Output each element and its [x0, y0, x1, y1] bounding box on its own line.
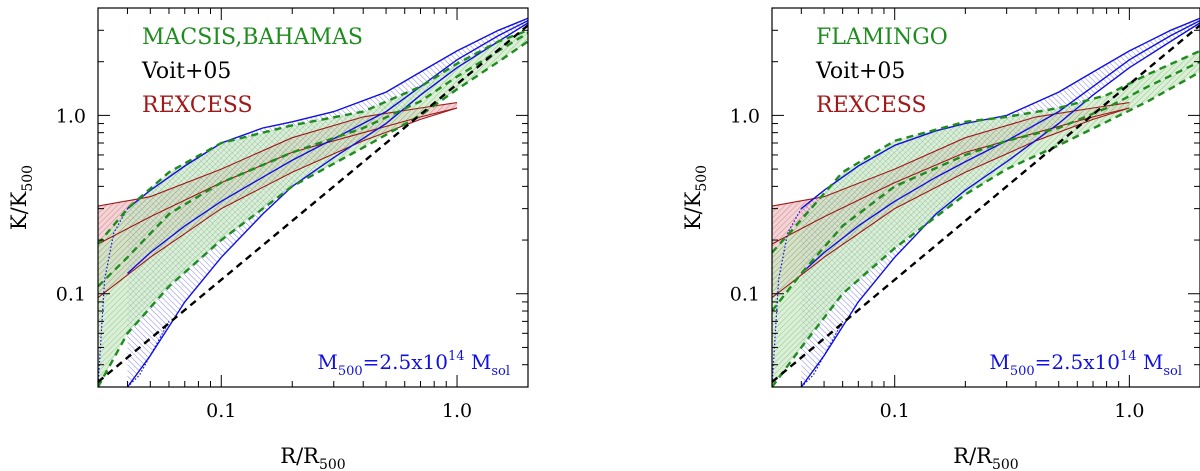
- mass-median-line: [127, 19, 528, 274]
- legend-entry: REXCESS: [142, 93, 253, 118]
- rexcess-upper-line: [98, 102, 458, 207]
- legend-entry: Voit+05: [141, 59, 231, 84]
- x-tick-label: 1.0: [1114, 400, 1144, 422]
- plot-area: [98, 17, 528, 387]
- plot-area: [772, 17, 1200, 387]
- axes-frame: [97, 7, 529, 388]
- simulation-lower-line: [772, 70, 1200, 387]
- rexcess-lower-line: [98, 107, 458, 299]
- mass-outer-dotted-line: [800, 321, 844, 387]
- voit-baseline-line: [98, 24, 528, 383]
- mass-median-line: [800, 19, 1200, 274]
- rexcess-median-line: [772, 107, 1130, 245]
- x-tick-label: 1.0: [442, 400, 472, 422]
- voit-baseline-line: [772, 24, 1200, 383]
- legend-entry: MACSIS,BAHAMAS: [142, 25, 363, 50]
- simulation-median-line: [772, 60, 1200, 312]
- panel-1: 0.1 1.0 0.1 1.0 R/R500 K/K500 MACSIS,BAHAMAS Vo…: [7, 7, 529, 471]
- mass-annotation: M500=2.5x1014 Msol: [989, 349, 1182, 379]
- mass-outer-dotted-line: [127, 321, 170, 387]
- legend-entry: FLAMINGO: [816, 25, 948, 50]
- y-tick-label: 1.0: [730, 105, 760, 127]
- simulation-upper-line: [772, 49, 1200, 254]
- y-axis-title: K/K500: [681, 165, 710, 230]
- x-tick-label: 0.1: [206, 400, 236, 422]
- rexcess-median-line: [98, 107, 458, 245]
- y-tick-label: 0.1: [56, 284, 86, 306]
- simulation-median-line: [98, 31, 528, 288]
- x-axis-title: R/R500: [953, 444, 1018, 471]
- y-axis-title: K/K500: [7, 165, 36, 230]
- legend-entry: Voit+05: [815, 59, 905, 84]
- mass-lower-line: [126, 22, 528, 387]
- mass-upper-line: [127, 17, 528, 210]
- panel-2: 0.1 1.0 0.1 1.0 R/R500 K/K500 FLAMINGO Voit+05 R…: [681, 7, 1200, 471]
- y-tick-label: 0.1: [730, 284, 760, 306]
- simulation-upper-line: [98, 29, 528, 245]
- x-tick-label: 0.1: [880, 400, 910, 422]
- y-tick-label: 1.0: [56, 105, 86, 127]
- simulation-band-hatch: [772, 50, 1200, 387]
- legend-entry: REXCESS: [816, 93, 927, 118]
- rexcess-lower-line: [772, 107, 1130, 299]
- ticks: [771, 7, 1200, 388]
- mass-annotation: M500=2.5x1014 Msol: [317, 349, 510, 379]
- mass-lower-line: [800, 22, 1200, 387]
- ticks: [97, 7, 529, 388]
- rexcess-upper-line: [772, 102, 1130, 207]
- mass-upper-line: [800, 17, 1200, 210]
- x-axis-title: R/R500: [280, 444, 345, 471]
- axes-frame: [771, 7, 1200, 388]
- simulation-band-hatch: [98, 30, 528, 387]
